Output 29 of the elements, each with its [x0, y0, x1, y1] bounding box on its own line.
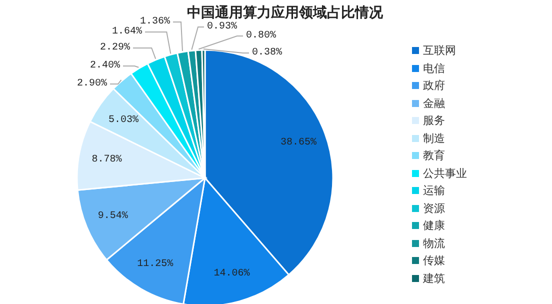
data-label: 0.38% — [252, 48, 282, 58]
data-label: 11.25% — [137, 258, 174, 270]
chart-title: 中国通用算力应用领域占比情况 — [187, 5, 383, 21]
legend-label: 教育 — [423, 149, 445, 162]
legend-label: 服务 — [423, 114, 445, 127]
legend-label: 政府 — [423, 79, 445, 92]
data-label: 0.93% — [207, 22, 238, 32]
legend-label: 制造 — [423, 132, 445, 144]
legend-label: 电信 — [423, 62, 445, 74]
legend-label: 运输 — [423, 184, 445, 197]
data-label: 2.29% — [100, 42, 130, 54]
data-label: 38.65% — [280, 138, 317, 149]
legend-label: 公共事业 — [423, 166, 467, 180]
legend-label: 健康 — [423, 219, 445, 232]
data-label: 14.06% — [214, 268, 250, 280]
data-label: 0.80% — [246, 30, 276, 42]
legend-label: 资源 — [423, 202, 445, 214]
legend-label: 建筑 — [423, 272, 445, 284]
data-label: 1.36% — [140, 16, 170, 28]
legend-label: 物流 — [423, 236, 445, 250]
data-label: 9.54% — [98, 210, 128, 222]
data-label: 2.40% — [90, 60, 120, 72]
legend-label: 互联网 — [423, 44, 456, 57]
legend-label: 传媒 — [423, 254, 445, 267]
data-label: 1.64% — [112, 26, 142, 38]
legend-label: 金融 — [423, 96, 445, 110]
data-label: 8.78% — [92, 154, 122, 166]
data-label: 5.03% — [108, 114, 138, 126]
data-label: 2.90% — [76, 78, 107, 90]
